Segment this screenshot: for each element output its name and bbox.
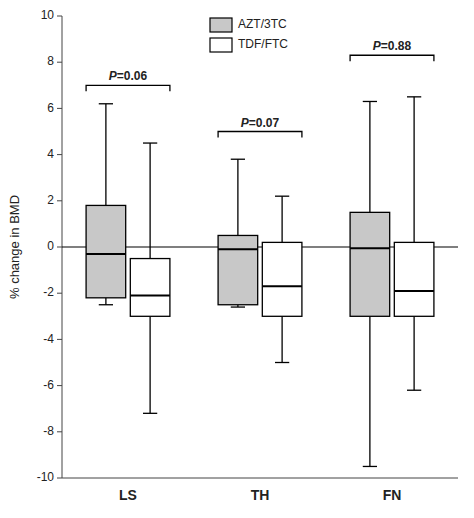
y-axis: -10 -8 -6 -4 -2 0 2 4 6 8 10 [37, 8, 458, 484]
p-value-label: P=0.06 [109, 69, 148, 83]
y-axis-label: % change in BMD [7, 195, 22, 299]
y-tick-label: -2 [43, 285, 54, 299]
p-bracket [86, 85, 170, 91]
box [262, 242, 302, 316]
whisker-low [149, 316, 150, 413]
box [350, 212, 390, 316]
box [130, 259, 170, 317]
cap-low [143, 413, 157, 414]
median [86, 253, 126, 255]
box [394, 242, 434, 316]
cap-low [407, 390, 421, 391]
whisker-high [237, 159, 238, 235]
median [262, 285, 302, 287]
y-tick-label: -6 [43, 378, 54, 392]
p-bracket [218, 132, 302, 138]
y-tick-label: -8 [43, 424, 54, 438]
y-tick [57, 385, 62, 386]
y-tick-label: 10 [41, 8, 55, 22]
x-tick-label: LS [119, 487, 137, 503]
cap-high [99, 103, 113, 104]
y-tick-label: -10 [37, 470, 55, 484]
whisker-low [105, 298, 106, 305]
y-tick [57, 16, 62, 17]
series [86, 101, 390, 466]
series [130, 97, 434, 413]
p-value: =0.88 [381, 39, 412, 53]
legend-label: TDF/FTC [238, 37, 288, 51]
median [130, 295, 170, 297]
legend-swatch [210, 18, 232, 32]
x-tick-label: FN [383, 487, 402, 503]
cap-low [275, 362, 289, 363]
median [218, 248, 258, 250]
y-tick [57, 154, 62, 155]
p-value: =0.06 [117, 69, 148, 83]
x-axis-line [62, 478, 458, 479]
whisker-high [369, 101, 370, 212]
cap-low [99, 304, 113, 305]
median [394, 290, 434, 292]
p-value: =0.07 [249, 116, 280, 130]
p-bracket [350, 55, 434, 61]
cap-low [231, 306, 245, 307]
y-tick [57, 478, 62, 479]
p-value-label: P=0.88 [373, 39, 412, 53]
cap-low [363, 466, 377, 467]
y-tick-label: -4 [43, 332, 54, 346]
median [350, 247, 390, 249]
cap-high [143, 142, 157, 143]
cap-high [275, 196, 289, 197]
box [218, 235, 258, 304]
chart: -10 -8 -6 -4 -2 0 2 4 6 8 10 % change in BMD LS TH FN P… [0, 0, 474, 518]
x-tick-label: TH [251, 487, 270, 503]
y-tick [57, 62, 62, 63]
cap-high [363, 101, 377, 102]
whisker-high [413, 97, 414, 243]
y-tick-label: 8 [47, 54, 54, 68]
y-tick [57, 247, 62, 248]
y-tick-label: 0 [47, 239, 54, 253]
cap-high [407, 96, 421, 97]
y-tick [57, 108, 62, 109]
y-tick [57, 339, 62, 340]
y-tick [57, 200, 62, 201]
whisker-low [413, 316, 414, 390]
y-tick-label: 2 [47, 193, 54, 207]
whisker-high [105, 104, 106, 206]
legend-label: AZT/3TC [238, 17, 287, 31]
annotations: P=0.06 P=0.07 P=0.88 [86, 39, 434, 137]
whisker-high [281, 196, 282, 242]
y-tick [57, 293, 62, 294]
legend-swatch [210, 38, 232, 52]
p-value-label: P=0.07 [241, 116, 280, 130]
whisker-low [281, 316, 282, 362]
y-tick-label: 6 [47, 101, 54, 115]
chart-container: -10 -8 -6 -4 -2 0 2 4 6 8 10 % change in BMD LS TH FN P… [0, 0, 474, 518]
y-tick [57, 431, 62, 432]
y-tick-label: 4 [47, 147, 54, 161]
whisker-high [149, 143, 150, 258]
plot-area [62, 97, 458, 467]
whisker-low [369, 316, 370, 466]
box [86, 205, 126, 297]
cap-high [231, 159, 245, 160]
legend: AZT/3TC TDF/FTC [210, 17, 288, 52]
